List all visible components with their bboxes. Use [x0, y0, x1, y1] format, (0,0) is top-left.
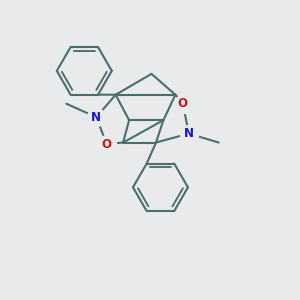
- Text: O: O: [178, 97, 188, 110]
- Text: O: O: [102, 137, 112, 151]
- Text: N: N: [184, 127, 194, 140]
- Text: N: N: [91, 111, 101, 124]
